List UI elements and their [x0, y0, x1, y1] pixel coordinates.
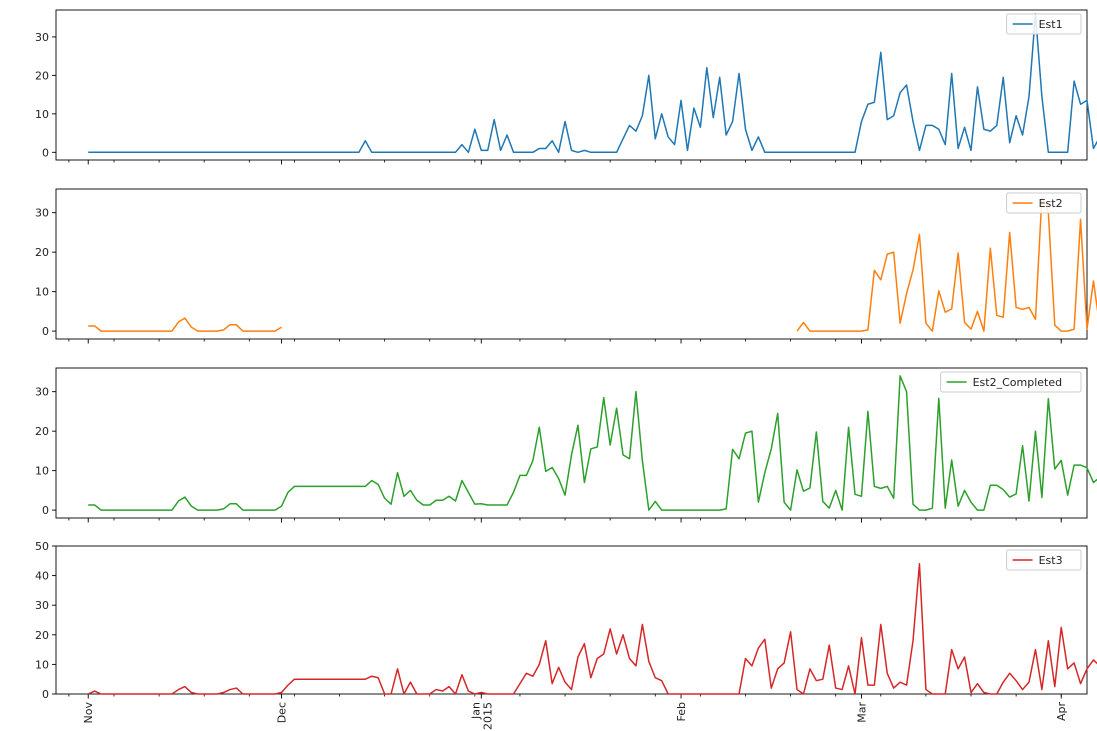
plot-frame [55, 188, 1088, 340]
y-tick-label: 20 [35, 246, 49, 259]
y-tick-label: 30 [35, 599, 49, 612]
y-tick-label: 0 [42, 325, 49, 338]
y-tick-label: 10 [35, 286, 49, 299]
series-line-est3 [87, 563, 1097, 695]
y-tick-label: 20 [35, 629, 49, 642]
legend: Est2 [1006, 192, 1082, 214]
x-tick-label: Dec [276, 702, 289, 723]
legend: Est3 [1006, 549, 1082, 571]
y-tick-label: 10 [35, 465, 49, 478]
x-tick-label: Feb [675, 702, 688, 721]
x-tick-label: Nov [82, 702, 95, 724]
panel-est2-completed: 0 10 20 30 Est2_Completed [35, 367, 1097, 523]
x-tick-label-line: Feb [675, 702, 688, 721]
y-tick-label: 20 [35, 69, 49, 82]
legend-label: Est3 [1039, 554, 1063, 567]
y-tick-label: 30 [35, 31, 49, 44]
y-tick-label: 0 [42, 688, 49, 701]
x-tick-label-line: Mar [855, 702, 868, 723]
x-tick-label-line: Nov [82, 702, 95, 724]
panel-est1: 0 10 20 30 Est1 [35, 9, 1097, 165]
y-tick-label: 10 [35, 658, 49, 671]
panel-est2: 0 10 20 30 Est2 [35, 188, 1097, 344]
x-tick-label-line: 2015 [481, 702, 494, 730]
x-tick-label: Apr [1055, 702, 1068, 722]
y-tick-label: 10 [35, 108, 49, 121]
y-tick-label: 0 [42, 504, 49, 517]
series-line-est1 [88, 13, 1097, 154]
x-tick-label-line: Dec [276, 702, 289, 723]
x-tick-label: Jan 2015 [469, 702, 494, 730]
legend-label: Est2_Completed [973, 376, 1063, 389]
legend-label: Est1 [1039, 18, 1063, 31]
series-line-est2-completed [88, 375, 1097, 511]
y-tick-label: 50 [35, 540, 49, 553]
y-tick-label: 0 [42, 146, 49, 159]
legend-box [1006, 13, 1082, 35]
plot-frame [55, 367, 1088, 519]
y-tick-label: 30 [35, 207, 49, 220]
x-tick-label-line: Apr [1055, 702, 1068, 722]
x-tick-label-line: Jan [469, 702, 482, 720]
y-tick-label: 20 [35, 425, 49, 438]
x-tick-label: Mar [855, 702, 868, 723]
plot-frame [55, 9, 1088, 161]
legend-box [1006, 192, 1082, 214]
legend: Est2_Completed [940, 371, 1082, 393]
series-line-est2 [796, 196, 1097, 332]
y-tick-label: 40 [35, 570, 49, 583]
legend: Est1 [1006, 13, 1082, 35]
series-line-est2 [88, 317, 282, 332]
panel-est3: 0 10 20 30 40 50 Est3 [35, 540, 1097, 701]
legend-box [1006, 549, 1082, 571]
legend-label: Est2 [1039, 197, 1063, 210]
legend-box [940, 371, 1082, 393]
y-tick-label: 30 [35, 386, 49, 399]
plot-frame [55, 545, 1088, 695]
